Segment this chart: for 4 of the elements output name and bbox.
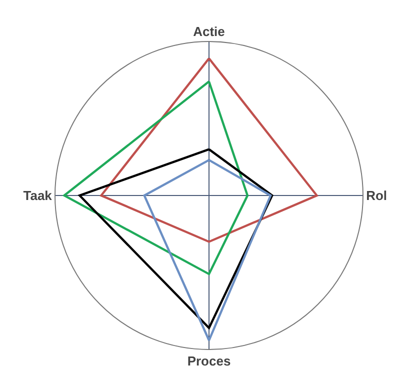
spoke-label: Taak xyxy=(23,188,53,204)
spoke-label: Rol xyxy=(366,188,388,204)
spoke-label: Proces xyxy=(187,354,231,369)
spoke-label: Actie xyxy=(193,24,225,39)
